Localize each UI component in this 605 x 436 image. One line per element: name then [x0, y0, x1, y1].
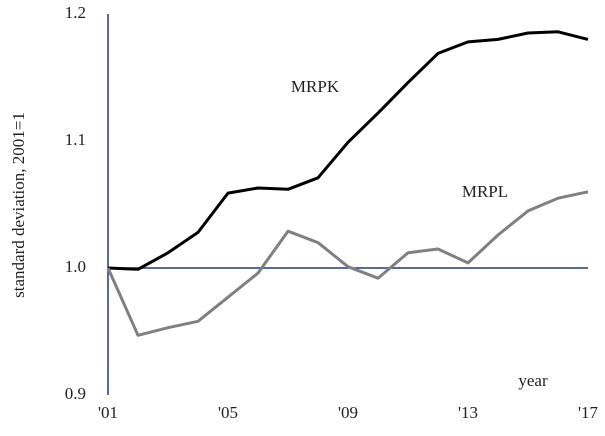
x-axis-label: year: [518, 371, 548, 390]
x-tick-label: '13: [458, 403, 478, 422]
y-axis-label: standard deviation, 2001=1: [9, 112, 28, 298]
y-tick-label: 1.1: [65, 130, 86, 149]
series-label: MRPL: [462, 182, 508, 201]
series-label: MRPK: [291, 77, 340, 96]
y-tick-label: 0.9: [65, 384, 86, 403]
x-tick-label: '09: [338, 403, 358, 422]
series-line: [106, 190, 589, 337]
y-tick-label: 1.0: [65, 257, 86, 276]
series-line: [107, 30, 589, 271]
y-tick-label: 1.2: [65, 3, 86, 22]
x-tick-label: '01: [98, 403, 118, 422]
x-tick-label: '17: [578, 403, 599, 422]
x-tick-label: '05: [218, 403, 238, 422]
